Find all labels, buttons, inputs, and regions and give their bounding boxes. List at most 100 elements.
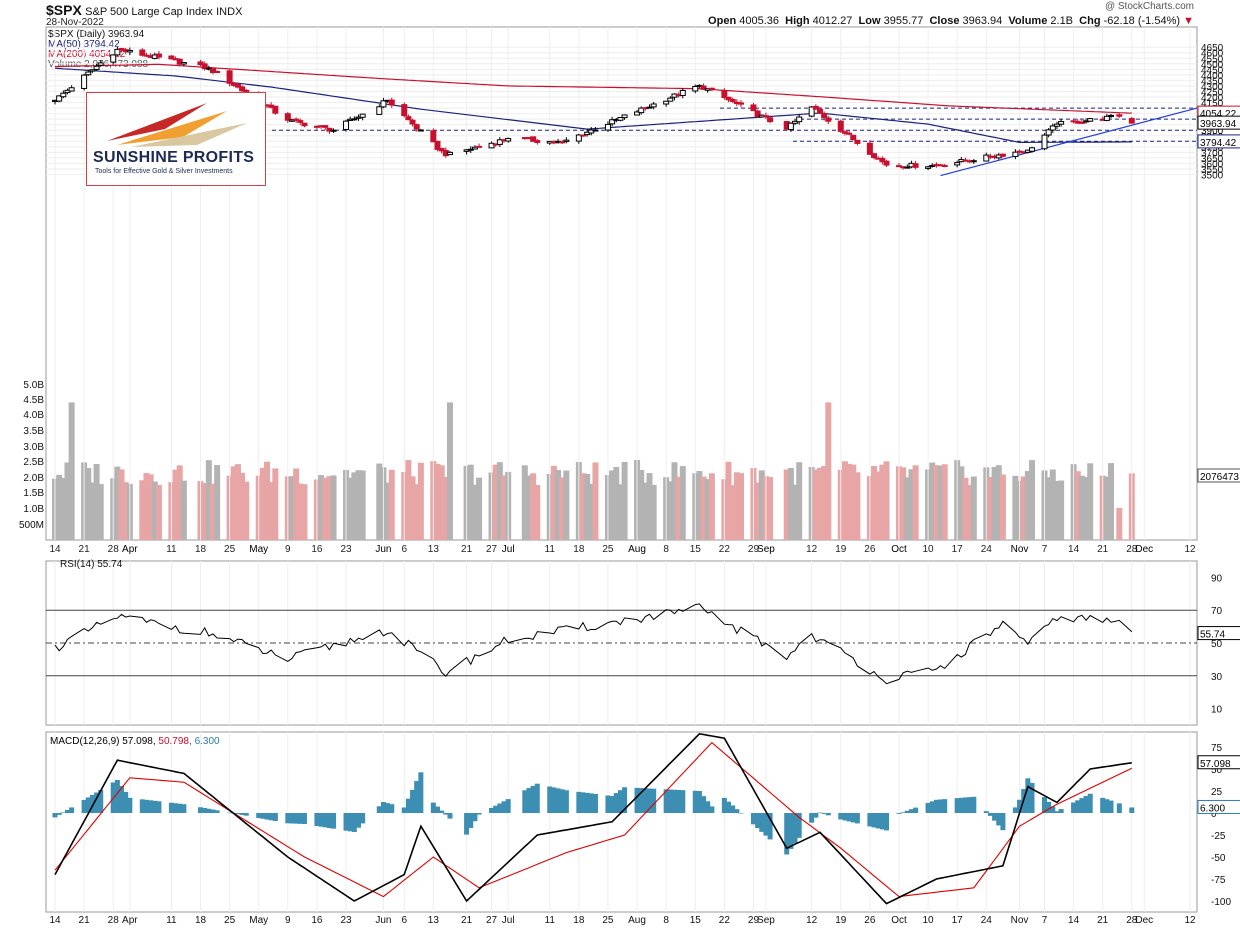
volume-bar — [355, 470, 362, 540]
macd-histogram-bar — [389, 804, 395, 813]
candle-body — [846, 132, 853, 135]
volume-bar — [650, 484, 657, 540]
macd-tick-label: -100 — [1211, 897, 1231, 908]
x-tick-label: 11 — [166, 544, 177, 555]
volume-bar — [787, 467, 794, 540]
rsi-line — [54, 603, 1133, 685]
chg-value: -62.18 (-1.54%) — [1103, 15, 1181, 27]
candle-body — [580, 134, 587, 137]
candle-body — [409, 119, 416, 125]
candle-body — [866, 142, 873, 155]
macd-histogram-bar — [526, 788, 532, 813]
x-tick-label-bottom: 26 — [864, 915, 876, 926]
macd-histogram-bar — [123, 791, 129, 813]
x-tick-label-bottom: 6 — [401, 915, 407, 926]
x-tick-label: Nov — [1011, 544, 1029, 555]
x-tick-label: 18 — [573, 544, 585, 555]
candle-body — [488, 142, 495, 149]
macd-histogram — [52, 772, 1135, 855]
volume-bar — [941, 464, 948, 540]
candle-body — [351, 118, 358, 121]
macd-histogram-bar — [850, 813, 856, 823]
macd-histogram-bar — [867, 813, 873, 827]
candle-body — [708, 87, 715, 91]
candle-body — [737, 102, 744, 105]
volume-bar — [384, 482, 391, 540]
macd-histogram-bar — [1029, 782, 1035, 813]
macd-histogram-bar — [962, 797, 968, 813]
macd-histogram-bar — [476, 813, 482, 815]
volume-bar — [293, 468, 300, 540]
volume-bar — [1116, 508, 1123, 540]
x-tick-label-bottom: Dec — [1135, 915, 1153, 926]
candle-body — [692, 85, 699, 92]
x-tick-label: 13 — [428, 544, 440, 555]
volume-bars — [52, 402, 1135, 540]
x-tick-label: 9 — [285, 544, 291, 555]
close-last-label-box — [1197, 115, 1240, 130]
volume-tick-label: 4.5B — [23, 395, 44, 406]
volume-bar — [446, 402, 453, 540]
candle-body — [471, 146, 478, 150]
macd-histogram-bar — [588, 793, 594, 813]
volume-bar — [147, 474, 154, 540]
x-tick-label-bottom: 17 — [952, 915, 964, 926]
macd-histogram-bar — [143, 799, 149, 813]
macd-line — [54, 732, 1132, 905]
rsi-tick-label: 90 — [1211, 573, 1223, 584]
volume-bar — [679, 466, 686, 540]
open-value: 4005.36 — [739, 15, 779, 27]
signal-line — [54, 741, 1133, 898]
volume-bar — [301, 484, 308, 540]
x-tick-label-bottom: Jul — [502, 915, 515, 926]
candle-body — [405, 116, 412, 121]
macd-histogram-bar — [1058, 809, 1064, 813]
macd-histogram-bar — [318, 813, 324, 827]
price-tick-label: 3550 — [1201, 165, 1224, 176]
macd-histogram-bar — [559, 789, 565, 813]
x-tick-label: Oct — [891, 544, 907, 555]
volume-bar — [999, 474, 1006, 540]
candle-body — [970, 160, 977, 163]
price-tick-label: 4350 — [1201, 76, 1224, 87]
x-tick-label-bottom: Nov — [1011, 915, 1029, 926]
x-tick-label: May — [249, 544, 268, 555]
candle-body — [837, 120, 844, 132]
x-tick-label-bottom: 21 — [79, 915, 91, 926]
chart-header: $SPX S&P 500 Large Cap Index INDX — [46, 2, 242, 18]
macd-histogram-bar — [879, 813, 885, 830]
macd-histogram-bar — [464, 813, 470, 835]
rsi-legend: RSI(14) 55.74 — [60, 559, 123, 570]
price-tick-label: 4150 — [1201, 99, 1224, 110]
volume-bar — [783, 469, 790, 540]
macd-histogram-bar — [738, 813, 744, 814]
candle-body — [85, 71, 92, 76]
volume-bar — [1078, 475, 1085, 540]
volume-bar — [995, 465, 1002, 540]
x-tick-label: Jul — [502, 544, 515, 555]
x-tick-label: 11 — [545, 544, 556, 555]
macd-histogram-bar — [214, 810, 220, 813]
macd-histogram-bar — [139, 799, 145, 813]
macd-histogram-bar — [434, 806, 440, 813]
macd-histogram-bar — [576, 791, 582, 813]
volume-bar — [609, 470, 616, 540]
volume-bar — [359, 470, 366, 540]
macd-histogram-bar — [85, 797, 91, 813]
volume-bar — [476, 477, 483, 540]
macd-histogram-bar — [938, 799, 944, 813]
macd-histogram-bar — [297, 813, 303, 824]
ma200-line — [54, 63, 1132, 114]
macd-histogram-bar — [177, 803, 183, 813]
x-tick-label: 22 — [719, 544, 731, 555]
hist-last-label-box — [1197, 799, 1240, 814]
macd-histogram-bar — [1050, 806, 1056, 813]
macd-histogram-bar — [647, 788, 653, 813]
x-tick-label: 29 — [748, 544, 760, 555]
x-tick-label: 12 — [806, 544, 818, 555]
macd-histogram-bar — [842, 813, 848, 821]
macd-histogram-bar — [293, 813, 299, 824]
macd-histogram-bar — [617, 790, 623, 813]
volume-bar — [767, 477, 774, 540]
volume-bar — [272, 468, 279, 540]
